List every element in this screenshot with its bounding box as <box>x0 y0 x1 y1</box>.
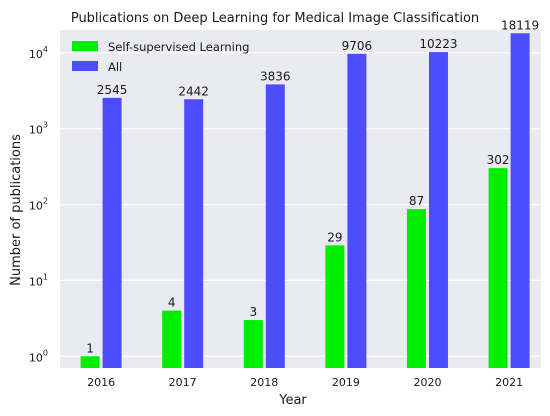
bar-self-supervised-2017 <box>162 310 182 368</box>
data-label: 2545 <box>97 83 128 97</box>
bar-self-supervised-2019 <box>325 245 345 368</box>
x-tick-label: 2017 <box>169 376 197 389</box>
data-label: 87 <box>409 194 424 208</box>
data-label: 1 <box>86 341 94 355</box>
bar-all-2019 <box>347 53 367 369</box>
x-tick-label: 2016 <box>87 376 115 389</box>
gridlines <box>60 52 541 357</box>
legend-label: All <box>108 60 122 74</box>
x-axis-label: Year <box>278 393 307 408</box>
legend-label: Self-supervised Learning <box>108 40 249 54</box>
bar-self-supervised-2020 <box>406 209 426 368</box>
legend-swatch <box>72 41 98 51</box>
bar-self-supervised-2016 <box>80 356 100 368</box>
data-labels: 1 2545 4 2442 3 3836 29 9706 87 10223 302 18119 <box>86 18 539 355</box>
data-label: 3 <box>249 305 257 319</box>
legend-swatch <box>72 61 98 71</box>
x-tick-label: 2020 <box>413 376 441 389</box>
bar-self-supervised-2021 <box>488 168 508 368</box>
y-tick-label: 101 <box>29 272 48 288</box>
bar-all-2016 <box>102 97 122 369</box>
data-label: 29 <box>327 230 342 244</box>
plot-background <box>60 30 541 368</box>
y-tick-label: 100 <box>29 348 48 364</box>
bar-self-supervised-2018 <box>243 320 263 368</box>
y-axis-label: Number of publications <box>9 134 24 286</box>
x-tick-label: 2019 <box>332 376 360 389</box>
bar-all-2017 <box>184 99 204 368</box>
bar-all-2018 <box>265 84 285 369</box>
data-label: 2442 <box>178 84 209 98</box>
y-tick-labels: 100 101 102 103 104 <box>29 45 48 364</box>
bar-all-2020 <box>428 52 448 368</box>
data-label: 302 <box>487 153 510 167</box>
legend: Self-supervised Learning All <box>72 40 249 74</box>
x-tick-labels: 2016 2017 2018 2019 2020 2021 <box>87 376 523 389</box>
chart-title: Publications on Deep Learning for Medica… <box>71 11 479 26</box>
y-tick-label: 103 <box>29 121 48 137</box>
data-label: 18119 <box>501 18 539 32</box>
data-label: 3836 <box>260 69 291 83</box>
data-label: 10223 <box>419 37 457 51</box>
bars <box>80 33 530 369</box>
x-tick-label: 2021 <box>495 376 523 389</box>
bar-all-2021 <box>510 33 530 368</box>
y-tick-label: 102 <box>29 197 48 213</box>
data-label: 9706 <box>342 39 373 53</box>
data-label: 4 <box>168 296 176 310</box>
x-tick-label: 2018 <box>250 376 278 389</box>
y-tick-label: 104 <box>29 45 48 61</box>
